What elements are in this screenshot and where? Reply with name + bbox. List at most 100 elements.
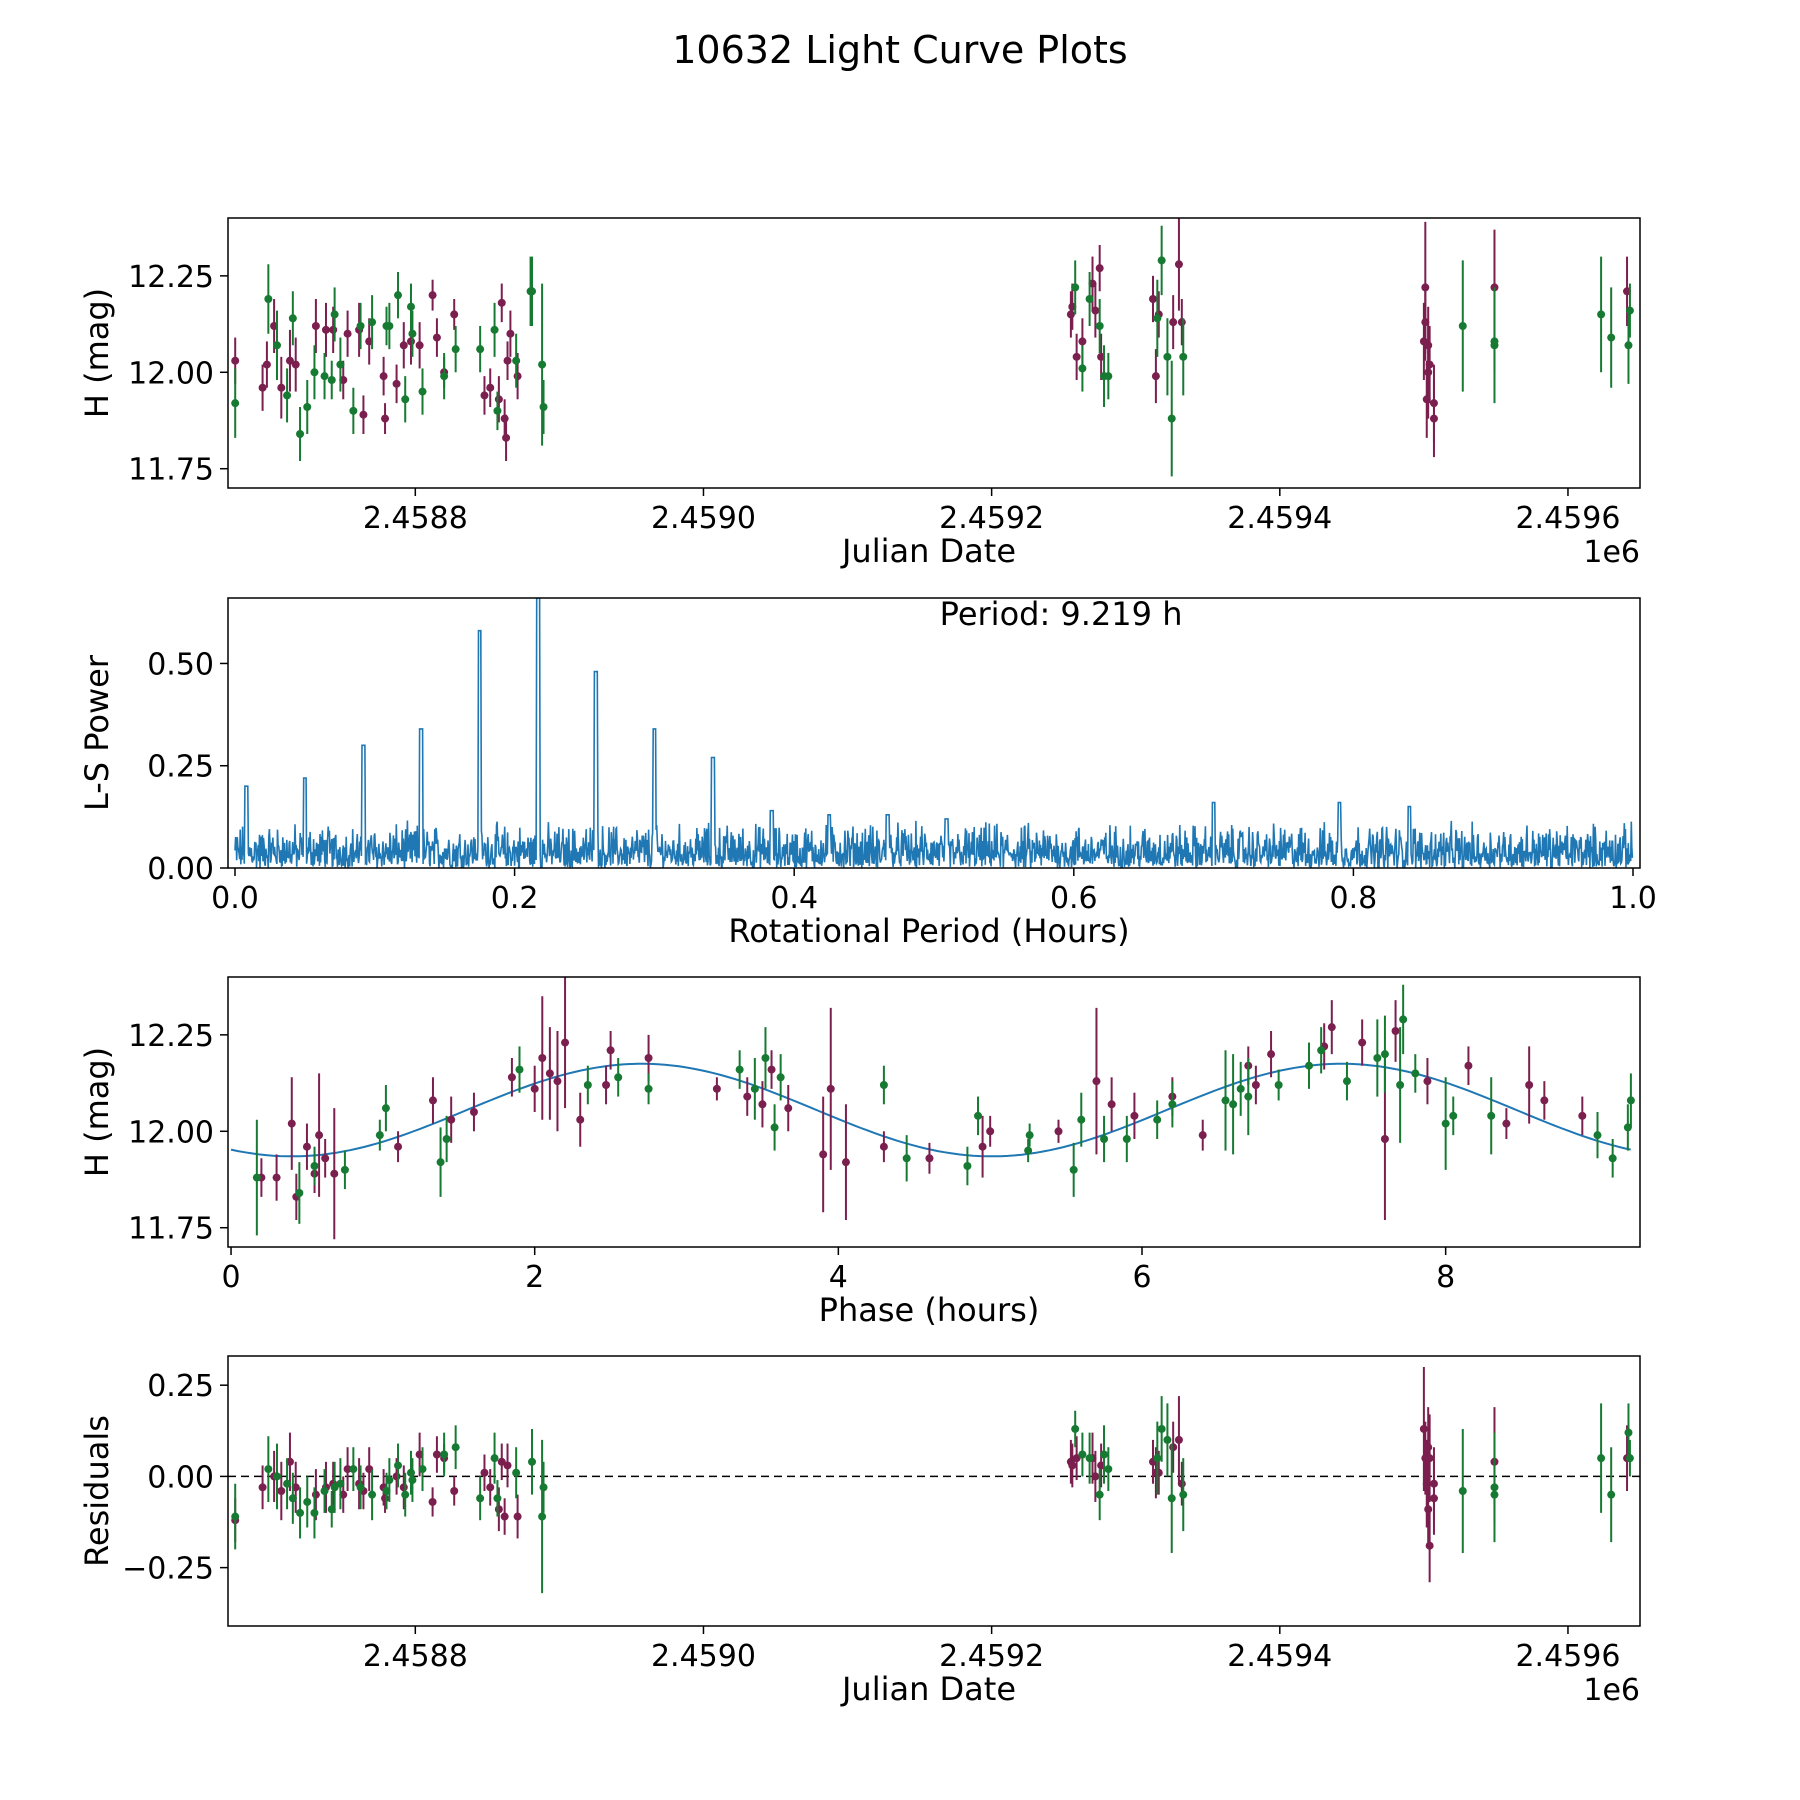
data-point [392,379,401,388]
data-point [356,322,365,330]
data-point [1380,1135,1389,1143]
data-point [770,1123,779,1132]
data-point [545,1069,554,1078]
data-point [321,1154,330,1163]
data-point [1091,1472,1100,1481]
data-point [432,333,441,342]
data-point [1174,260,1183,269]
x-offset-label: 1e6 [1583,535,1640,570]
data-point [1157,256,1166,265]
data-point [606,1046,615,1055]
x-tick-label: 2.4588 [363,501,468,536]
data-point [310,1508,319,1517]
data-point [406,302,415,311]
data-point [490,325,499,334]
data-point [538,1054,547,1062]
axes-light-curve: 2.4588 2.4590 2.4592 2.4594 2.4596 11.75 12.00… [78,217,1641,570]
x-tick-label: 0.6 [1050,881,1098,916]
y-tick-label: 11.75 [128,453,214,488]
data-point [1525,1081,1534,1089]
data-point [320,372,329,381]
x-offset-label: 1e6 [1583,1673,1640,1708]
data-point [379,372,388,381]
data-point [1625,1454,1634,1463]
data-point [340,1165,349,1174]
data-point [1244,1092,1253,1101]
data-point [1373,1054,1382,1062]
data-point [503,1461,512,1470]
data-point [285,356,294,365]
y-tick-label: 12.25 [128,1019,214,1054]
plot-area [231,218,1634,477]
data-point [1104,1465,1113,1474]
model-curve [230,1062,1631,1158]
x-axis-label: Julian Date [840,532,1016,570]
data-point [1251,1081,1260,1089]
data-point [767,1065,776,1074]
data-point [539,1483,548,1492]
data-point [272,341,281,350]
data-point [1411,1069,1420,1078]
data-point [1429,399,1438,408]
data-point [1274,1081,1283,1089]
data-point [1100,1450,1109,1459]
data-point [512,356,521,365]
y-tick-label: 0.50 [147,647,214,682]
data-point [1236,1084,1245,1093]
data-point [1153,1454,1162,1463]
y-axis-label: Residuals [78,1415,116,1567]
data-point [750,1084,759,1093]
data-point [330,1169,339,1178]
figure-title: 10632 Light Curve Plots [672,28,1128,72]
data-point [1163,352,1172,361]
data-point [1424,1443,1433,1452]
data-point [336,360,345,369]
data-point [1054,1127,1063,1136]
data-point [408,1476,417,1485]
x-tick-label: 0.2 [491,881,539,916]
y-axis-label: L-S Power [78,654,116,811]
data-point [1380,1050,1389,1059]
data-point [1305,1061,1314,1070]
x-tick-label: 0.4 [770,881,818,916]
data-point [497,298,506,307]
data-point [303,403,312,411]
data-point [450,1487,459,1495]
data-point [258,1483,267,1492]
data-point [310,368,319,377]
data-point [392,1472,401,1481]
y-tick-label: 0.25 [147,1369,214,1404]
data-point [1072,1454,1081,1463]
data-point [436,1158,445,1167]
data-point [428,291,437,300]
data-point [1425,1454,1434,1463]
data-point [336,1479,345,1488]
data-point [963,1162,972,1170]
data-point [497,1457,506,1466]
data-point [500,414,509,423]
data-point [758,1100,767,1109]
x-tick-label: 2.4590 [651,501,756,536]
data-point [1167,1494,1176,1503]
data-point [349,406,358,415]
data-point [1396,1081,1405,1089]
data-point [826,1084,835,1093]
x-tick-label: 6 [1132,1260,1151,1295]
data-point [296,430,305,438]
series-filter-b [231,1396,1634,1594]
data-point [264,1465,273,1474]
data-point [1151,372,1160,381]
data-point [1424,1505,1433,1514]
data-point [406,1468,415,1477]
x-axis-label: Julian Date [840,1670,1016,1708]
data-point [1607,1490,1616,1499]
data-point [925,1154,934,1163]
data-point [1077,1115,1086,1124]
x-tick-label: 2.4596 [1515,1639,1620,1674]
data-point [1169,318,1178,327]
data-point [480,1468,489,1477]
data-point [356,1483,365,1492]
data-point [1154,1468,1163,1477]
data-point [1626,1096,1635,1105]
